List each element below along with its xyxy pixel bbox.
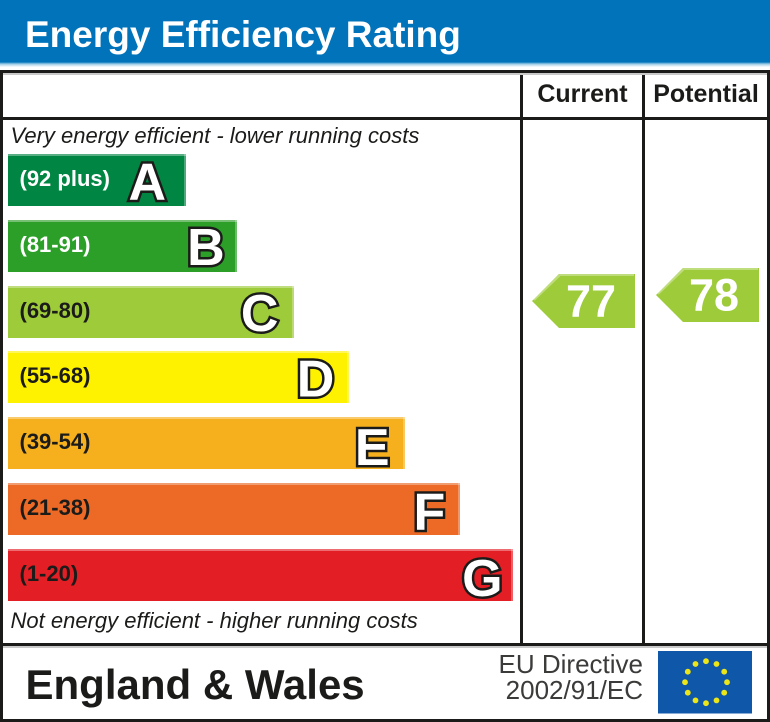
svg-text:77: 77 [566, 276, 616, 327]
svg-text:A: A [128, 154, 166, 212]
svg-text:F: F [414, 484, 446, 542]
svg-text:G: G [462, 550, 502, 608]
svg-text:C: C [241, 285, 279, 343]
svg-text:E: E [355, 419, 390, 477]
svg-text:78: 78 [689, 270, 739, 321]
svg-text:B: B [187, 219, 225, 277]
svg-text:D: D [297, 351, 335, 409]
